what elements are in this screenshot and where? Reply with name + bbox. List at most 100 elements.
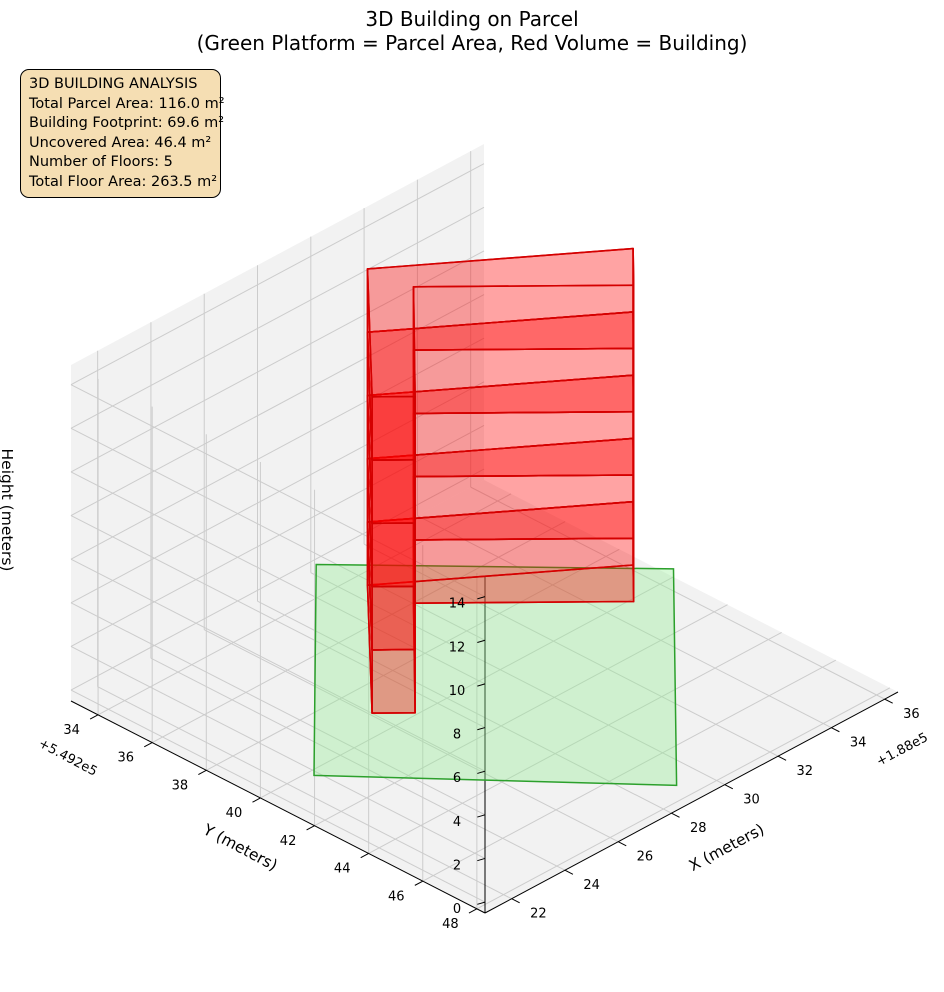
grid-y-floor: [260, 576, 674, 799]
x-tick-label: 34: [850, 735, 867, 750]
grid-z-wall-x: [70, 206, 485, 429]
x-tick-mark: [777, 755, 787, 761]
z-tick-label: 0: [453, 902, 461, 917]
grid-x-floor: [203, 629, 619, 843]
grid-z-wall-y: [70, 602, 486, 816]
grid-z-wall-x: [70, 250, 485, 473]
z-tick-label: 4: [453, 815, 461, 830]
grid-z-wall-y: [70, 471, 486, 685]
grid-y-floor: [314, 604, 728, 827]
grid-z-wall-y: [70, 515, 486, 728]
grid-z-wall-x: [70, 163, 485, 386]
z-tick-label: 6: [453, 771, 461, 786]
z-tick-mark: [477, 639, 486, 643]
z-tick-label: 14: [449, 597, 466, 612]
info-box-heading: 3D BUILDING ANALYSIS: [29, 76, 198, 92]
x-tick-mark: [564, 869, 574, 875]
gridlines: [70, 151, 891, 910]
grid-x-floor: [150, 657, 566, 871]
z-tick-mark: [477, 814, 486, 818]
x-tick-label: 24: [583, 878, 600, 893]
building-volume: [366, 247, 635, 714]
y-tick-label: 46: [388, 889, 405, 904]
info-number-of-floors: Number of Floors: 5: [29, 154, 173, 170]
z-tick-mark: [477, 727, 486, 731]
wall-face: [371, 395, 416, 461]
grid-z-wall-y: [70, 558, 486, 772]
x-tick-label: 36: [903, 707, 920, 722]
y-tick-mark: [198, 769, 207, 775]
z-tick-label: 2: [453, 858, 461, 873]
z-tick-mark: [477, 683, 486, 687]
grid-x-floor: [470, 486, 885, 700]
x-tick-mark: [724, 784, 734, 790]
grid-x-floor: [97, 686, 512, 900]
tick-marks: [89, 596, 893, 914]
grid-z-wall-y: [70, 646, 486, 859]
x-tick-label: 30: [743, 792, 760, 807]
x-tick-label: 22: [530, 906, 547, 921]
z-tick-label: 12: [449, 640, 466, 655]
y-tick-mark: [89, 714, 99, 720]
x-tick-mark: [511, 898, 520, 904]
z-tick-mark: [477, 901, 486, 905]
grid-x-floor: [310, 572, 726, 786]
grid-z-wall-y: [70, 689, 486, 903]
x-tick-mark: [884, 698, 893, 704]
building-floor-3: [366, 374, 635, 588]
grid-y-floor: [368, 631, 782, 854]
y-tick-mark: [360, 852, 369, 859]
y-axis-offset-label: +5.492e5: [36, 736, 100, 779]
y-tick-label: 36: [117, 751, 134, 766]
y-axis-line: [70, 700, 486, 914]
wall-face: [371, 648, 416, 714]
y-tick-label: 40: [226, 806, 243, 821]
y-tick-mark: [306, 825, 315, 831]
z-axis-label: Height (meters): [0, 449, 16, 572]
grid-z-wall-y: [70, 384, 486, 598]
z-tick-mark: [477, 596, 486, 600]
grid-y-floor: [476, 687, 891, 910]
parcel-polygon: [313, 563, 678, 787]
x-tick-label: 28: [690, 821, 707, 836]
grid-z-wall-x: [70, 294, 485, 516]
z-tick-mark: [477, 857, 486, 862]
info-building-footprint: Building Footprint: 69.6 m²: [29, 115, 225, 131]
tick-labels: 2224262830323436343638404244464802468101…: [63, 597, 919, 932]
info-uncovered-area: Uncovered Area: 46.4 m²: [29, 134, 212, 151]
x-tick-mark: [617, 841, 627, 847]
y-tick-label: 34: [63, 723, 80, 738]
y-tick-label: 42: [280, 834, 297, 849]
axis-lines: [70, 577, 899, 914]
y-tick-mark: [144, 742, 153, 748]
y-axis-label: Y (meters): [199, 820, 280, 874]
wall-face: [371, 522, 416, 588]
x-axis-offset-label: +1.88e5: [874, 730, 931, 770]
wall-face: [371, 585, 416, 651]
y-tick-label: 48: [442, 917, 459, 932]
x-tick-mark: [671, 812, 680, 818]
chart-title-line-2: (Green Platform = Parcel Area, Red Volum…: [196, 31, 748, 55]
info-total-floor-area: Total Floor Area: 263.5 m²: [29, 173, 218, 190]
grid-y-floor: [151, 521, 566, 744]
building-floor-5: [366, 247, 635, 461]
z-tick-label: 10: [449, 684, 466, 699]
grid-x-floor: [257, 600, 672, 814]
x-tick-mark: [831, 727, 840, 733]
x-tick-label: 32: [797, 764, 814, 779]
z-tick-mark: [477, 770, 486, 774]
grid-x-floor: [417, 515, 832, 729]
y-tick-mark: [252, 797, 261, 803]
wall-face: [371, 458, 416, 525]
info-total-parcel-area: Total Parcel Area: 116.0 m²: [29, 95, 225, 112]
y-tick-mark: [468, 908, 478, 914]
y-tick-label: 38: [172, 778, 189, 793]
y-tick-label: 44: [334, 862, 351, 877]
analysis-info-box: 3D BUILDING ANALYSIS Total Parcel Area: …: [20, 69, 225, 198]
z-tick-label: 8: [453, 728, 461, 743]
y-tick-mark: [414, 880, 424, 886]
grid-y-floor: [97, 493, 512, 716]
x-tick-label: 26: [637, 849, 654, 864]
grid-y-floor: [206, 548, 620, 771]
